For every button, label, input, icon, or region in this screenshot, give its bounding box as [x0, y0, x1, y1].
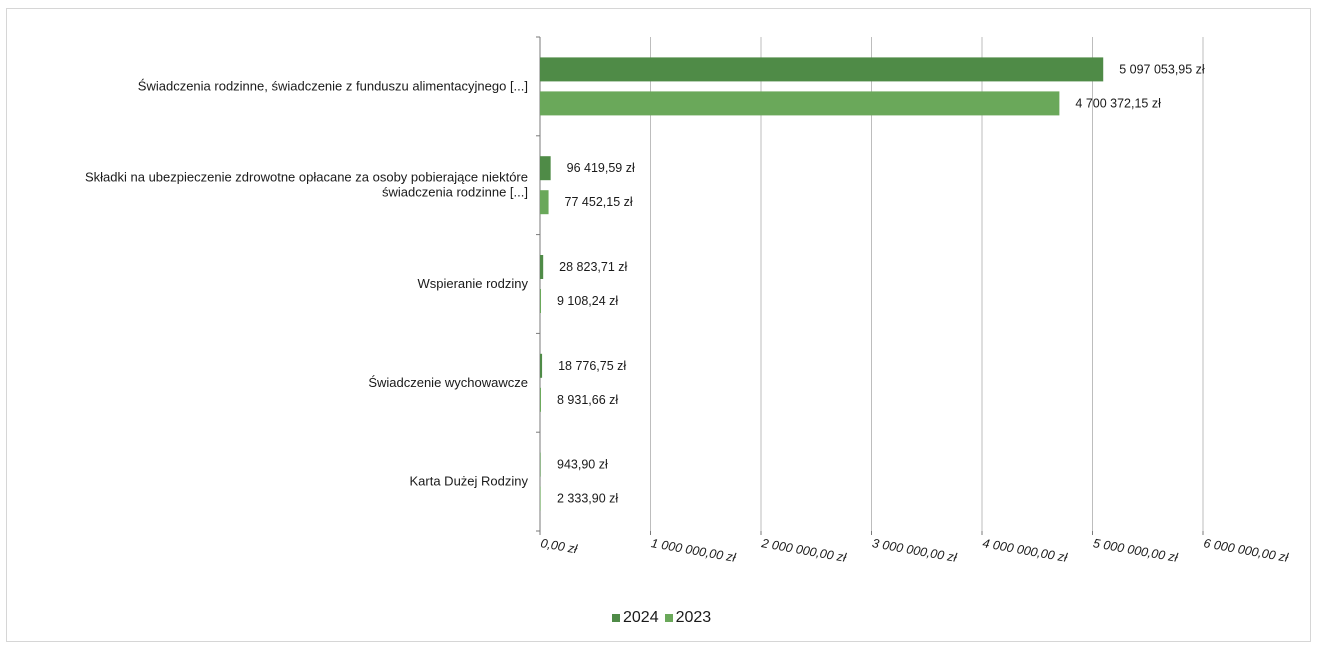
- data-label-2024-0: 5 097 053,95 zł: [1119, 62, 1205, 76]
- bar-2023-4: [540, 486, 541, 511]
- bar-2024-2: [540, 255, 544, 279]
- x-tick-label-6: 6 000 000,00 zł: [1202, 536, 1290, 565]
- x-tick-label-2: 2 000 000,00 zł: [759, 536, 848, 565]
- data-label-2023-4: 2 333,90 zł: [557, 492, 618, 506]
- legend-swatch-2023: [664, 614, 673, 622]
- bar-2023-3: [540, 387, 541, 412]
- x-tick-label-4: 4 000 000,00 zł: [981, 536, 1069, 565]
- bar-chart: 0,00 zł 1 000 000,00 zł 2 000 000,00 zł 3 0…: [85, 36, 1290, 565]
- category-label-2: Wspieranie rodziny: [417, 276, 528, 291]
- bar-2024-3: [540, 353, 543, 378]
- x-tick-label-5: 5 000 000,00 zł: [1092, 536, 1180, 565]
- data-label-2024-3: 18 776,75 zł: [558, 359, 626, 373]
- category-label-0: Świadczenia rodzinne, świadczenie z fund…: [138, 78, 528, 93]
- category-label-4: Karta Dużej Rodziny: [410, 474, 529, 489]
- data-label-2023-0: 4 700 372,15 zł: [1075, 96, 1161, 110]
- data-label-2023-3: 8 931,66 zł: [557, 393, 618, 407]
- bar-2023-2: [540, 289, 542, 313]
- category-label-1-line-0: Składki na ubezpieczenie zdrowotne opłac…: [85, 170, 528, 185]
- legend: 2024 2023: [612, 609, 711, 627]
- legend-item-2024: 2024: [612, 609, 659, 627]
- bar-2023-0: [540, 91, 1060, 116]
- bar-2024-4: [540, 452, 541, 477]
- data-label-2023-2: 9 108,24 zł: [557, 294, 618, 308]
- category-label-1-line-1: świadczenia rodzinne [...]: [382, 185, 528, 200]
- bar-2024-0: [540, 57, 1104, 82]
- x-tick-label-0: 0,00 zł: [539, 536, 579, 556]
- data-label-2024-4: 943,90 zł: [557, 458, 608, 472]
- legend-item-2023: 2023: [664, 609, 712, 627]
- data-label-2023-1: 77 452,15 zł: [565, 195, 633, 209]
- x-tick-label-3: 3 000 000,00 zł: [871, 536, 959, 565]
- data-label-2024-2: 28 823,71 zł: [559, 260, 627, 274]
- legend-swatch-2024: [612, 614, 620, 622]
- legend-label-2023: 2023: [675, 609, 712, 626]
- bar-2023-1: [540, 190, 549, 215]
- category-label-3: Świadczenie wychowawcze: [368, 375, 528, 390]
- x-tick-label-1: 1 000 000,00 zł: [650, 536, 738, 565]
- data-label-2024-1: 96 419,59 zł: [567, 161, 635, 175]
- legend-label-2024: 2024: [623, 609, 659, 626]
- bar-2024-1: [540, 156, 551, 181]
